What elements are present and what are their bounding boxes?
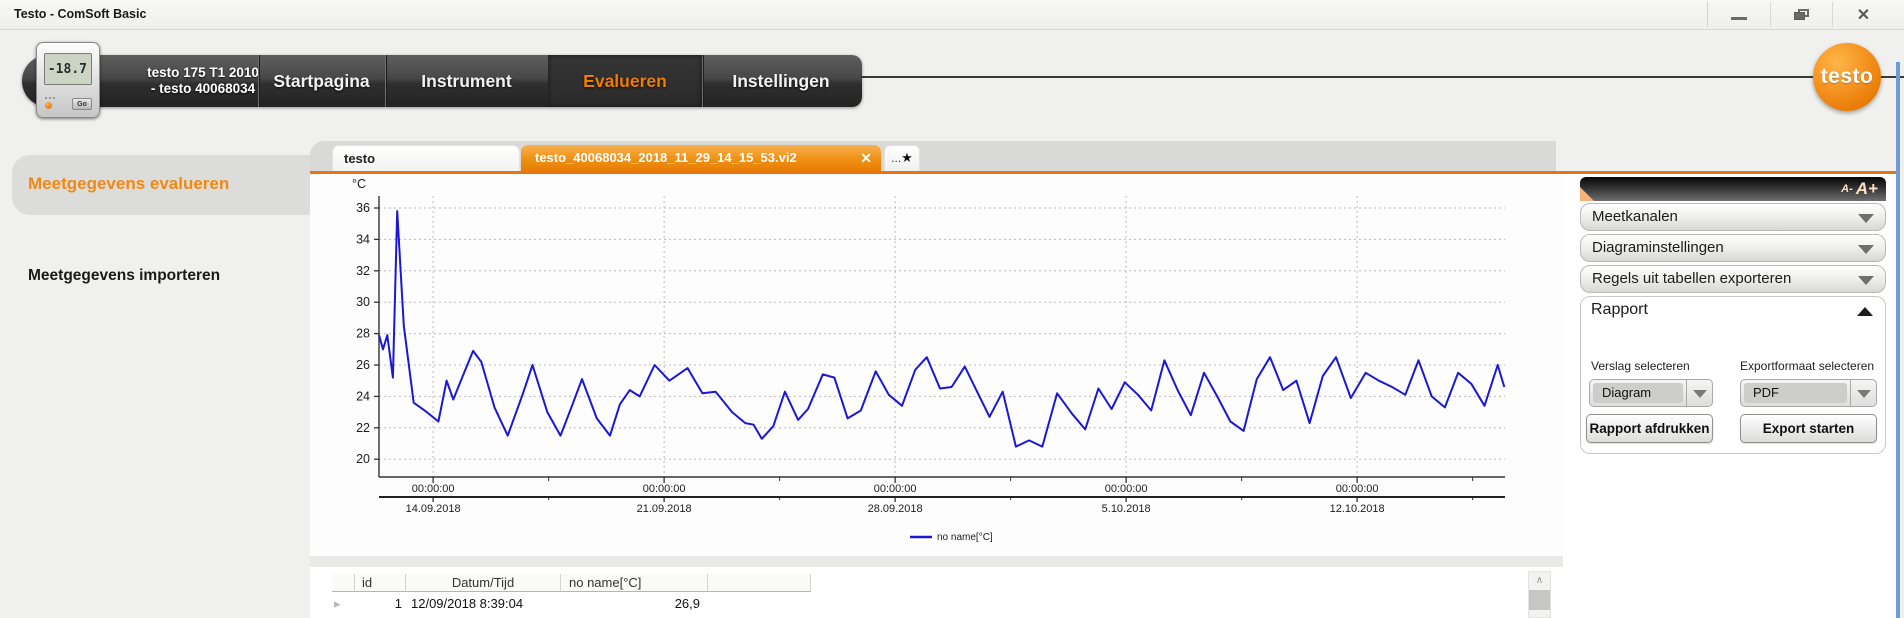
dropdown-arrow-icon[interactable] xyxy=(1686,380,1712,406)
tab-evalueren[interactable]: Evalueren xyxy=(548,55,702,107)
report-type-value: Diagram xyxy=(1593,383,1683,403)
chevron-down-icon xyxy=(1858,214,1874,223)
sidebar-item-evalueren[interactable]: Meetgegevens evalueren xyxy=(28,174,230,193)
table-cell-value[interactable]: 26,9 xyxy=(674,596,700,611)
sidebar-item-evalueren-highlight[interactable] xyxy=(12,155,324,215)
accordion-label: Regels uit tabellen exporteren xyxy=(1592,270,1792,287)
svg-text:14.09.2018: 14.09.2018 xyxy=(406,503,461,515)
accordion-regels-exporteren[interactable]: Regels uit tabellen exporteren xyxy=(1580,265,1886,293)
datalogger-go-button: Go xyxy=(72,98,92,110)
svg-text:28.09.2018: 28.09.2018 xyxy=(868,503,923,515)
table-header-selector xyxy=(332,574,355,592)
table-header-id[interactable]: id xyxy=(355,574,406,592)
scrollbar-thumb[interactable] xyxy=(1529,590,1550,610)
chart-pane: 36 34 32 30 28 26 24 22 20 °C 00:00:00 14.09.2018 00… xyxy=(310,174,1563,556)
chevron-up-icon[interactable] xyxy=(1857,307,1873,316)
svg-text:26: 26 xyxy=(356,358,370,372)
svg-text:no name[°C]: no name[°C] xyxy=(937,532,993,543)
doc-tab-close-icon[interactable]: ✕ xyxy=(860,150,872,166)
panel-header-bar: A- A+ xyxy=(1580,177,1886,201)
nav-divider-line xyxy=(860,76,1904,78)
tab-instrument[interactable]: Instrument xyxy=(421,71,512,91)
svg-text:21.09.2018: 21.09.2018 xyxy=(637,503,692,515)
accent-divider xyxy=(310,171,1896,174)
export-format-select[interactable]: PDF xyxy=(1740,379,1877,407)
svg-text:00:00:00: 00:00:00 xyxy=(1105,483,1148,495)
window-title: Testo - ComSoft Basic xyxy=(14,7,147,21)
favorite-star-icon: ★ xyxy=(901,150,913,165)
svg-text:28: 28 xyxy=(356,327,370,341)
table-scrollbar[interactable]: ∧ xyxy=(1528,571,1551,618)
font-decrease-button[interactable]: A- xyxy=(1841,183,1853,195)
accordion-rapport[interactable]: Rapport xyxy=(1591,301,1648,318)
svg-text:34: 34 xyxy=(356,232,370,246)
window-right-border xyxy=(1896,62,1900,618)
doc-tab-testo[interactable]: testo xyxy=(332,145,520,171)
device-name-line1: testo 175 T1 2010 xyxy=(147,65,259,80)
select-report-label: Verslag selecteren xyxy=(1591,359,1690,373)
title-bar: Testo - ComSoft Basic ✕ xyxy=(0,0,1904,30)
table-header-datumtijd[interactable]: Datum/Tijd xyxy=(406,574,561,592)
accordion-label: Meetkanalen xyxy=(1592,208,1678,225)
device-name[interactable]: testo 175 T1 2010 - testo 40068034 xyxy=(128,65,278,97)
doc-tab-active-file[interactable]: testo_40068034_2018_11_29_14_15_53.vi2 ✕ xyxy=(521,145,881,171)
doc-tab-active-label: testo_40068034_2018_11_29_14_15_53.vi2 xyxy=(535,150,797,165)
font-size-controls: A- A+ xyxy=(1841,177,1878,201)
device-name-line2: - testo 40068034 xyxy=(150,81,256,96)
sidebar-item-importeren[interactable]: Meetgegevens importeren xyxy=(28,267,221,284)
svg-text:32: 32 xyxy=(356,264,370,278)
table-cell-datumtijd[interactable]: 12/09/2018 8:39:04 xyxy=(411,596,524,611)
minimize-icon xyxy=(1731,17,1747,20)
tab-startpagina[interactable]: Startpagina xyxy=(273,71,370,91)
testo-logo: testo xyxy=(1813,43,1881,111)
svg-text:5.10.2018: 5.10.2018 xyxy=(1102,503,1151,515)
chevron-down-icon xyxy=(1858,245,1874,254)
svg-text:12.10.2018: 12.10.2018 xyxy=(1330,503,1385,515)
print-report-button[interactable]: Rapport afdrukken xyxy=(1586,414,1713,443)
table-header-empty xyxy=(708,574,811,592)
panel-collapse-icon[interactable] xyxy=(1580,187,1594,201)
svg-text:24: 24 xyxy=(356,389,370,403)
restore-button[interactable] xyxy=(1770,2,1832,27)
svg-text:22: 22 xyxy=(356,421,370,435)
svg-text:°C: °C xyxy=(352,177,366,191)
measurement-table: id Datum/Tijd no name[°C] ▸ 1 12/09/2018… xyxy=(310,567,1563,618)
svg-text:00:00:00: 00:00:00 xyxy=(874,483,917,495)
table-header-noname[interactable]: no name[°C] xyxy=(561,574,708,592)
main-nav: testo 175 T1 2010 - testo 40068034 Start… xyxy=(22,55,862,107)
export-format-value: PDF xyxy=(1744,383,1847,403)
row-selector-icon[interactable]: ▸ xyxy=(334,596,341,611)
overflow-dots-icon: ... xyxy=(891,151,902,165)
report-type-select[interactable]: Diagram xyxy=(1589,379,1713,407)
window-controls: ✕ xyxy=(1707,2,1894,27)
close-button[interactable]: ✕ xyxy=(1832,2,1894,27)
dropdown-arrow-icon[interactable] xyxy=(1850,380,1876,406)
svg-text:00:00:00: 00:00:00 xyxy=(412,483,455,495)
table-cell-id[interactable]: 1 xyxy=(394,596,402,611)
select-format-label: Exportformaat selecteren xyxy=(1740,359,1875,373)
svg-text:00:00:00: 00:00:00 xyxy=(643,483,686,495)
start-export-button[interactable]: Export starten xyxy=(1740,414,1877,443)
accordion-diagraminstellingen[interactable]: Diagraminstellingen xyxy=(1580,234,1886,262)
accordion-meetkanalen[interactable]: Meetkanalen xyxy=(1580,203,1886,231)
measurement-chart[interactable]: 36 34 32 30 28 26 24 22 20 °C 00:00:00 14.09.2018 00… xyxy=(310,174,1563,556)
chevron-down-icon xyxy=(1858,276,1874,285)
scrollbar-up-icon[interactable]: ∧ xyxy=(1535,575,1544,586)
datalogger-led xyxy=(45,102,52,109)
chart-table-splitter[interactable] xyxy=(310,556,1563,567)
close-icon: ✕ xyxy=(1856,6,1871,24)
font-increase-button[interactable]: A+ xyxy=(1855,179,1878,198)
doc-tab-overflow[interactable]: ...★ xyxy=(884,145,920,171)
datalogger-display: -18.7 xyxy=(44,53,92,85)
datalogger-image: -18.7 Go xyxy=(36,42,100,118)
minimize-button[interactable] xyxy=(1708,2,1770,27)
svg-text:30: 30 xyxy=(356,295,370,309)
restore-icon xyxy=(1793,8,1810,21)
svg-text:20: 20 xyxy=(356,452,370,466)
svg-text:36: 36 xyxy=(356,201,370,215)
tab-instellingen[interactable]: Instellingen xyxy=(732,71,830,91)
accordion-label: Diagraminstellingen xyxy=(1592,239,1724,256)
svg-text:00:00:00: 00:00:00 xyxy=(1336,483,1379,495)
